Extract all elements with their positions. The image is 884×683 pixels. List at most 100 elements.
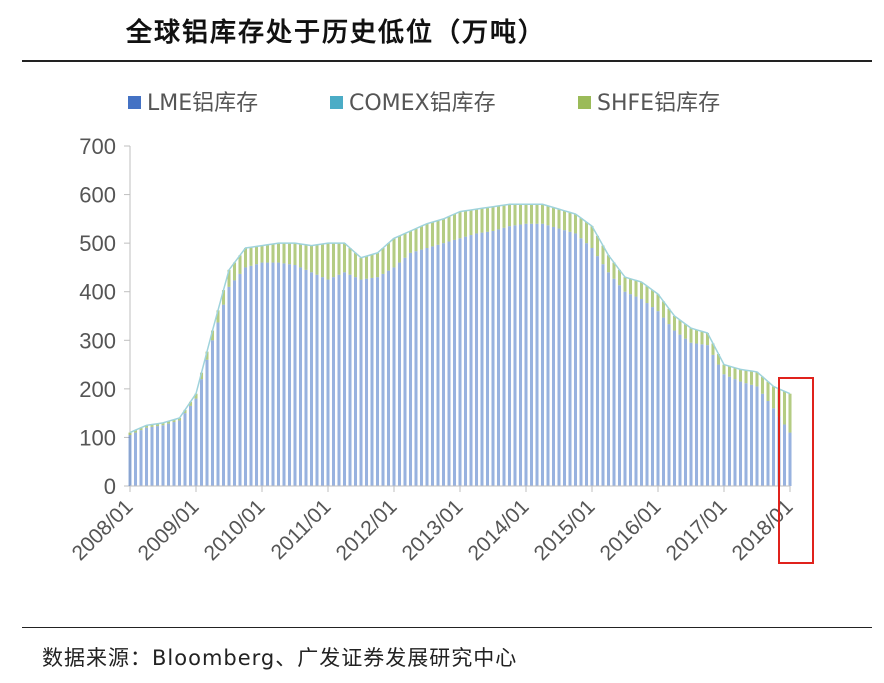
y-axis: 0 100 200 300 400 500 600 700 — [79, 134, 131, 499]
bar-segment — [485, 231, 490, 486]
top-divider — [22, 60, 872, 62]
bar-segment — [782, 391, 787, 425]
chart-svg: LME铝库存 COMEX铝库存 SHFE铝库存 0 100 200 300 400 500 60… — [68, 91, 814, 565]
bar-segment — [661, 301, 666, 318]
bar-segment — [568, 231, 572, 486]
bar-segment — [342, 272, 347, 486]
bar-segment — [546, 205, 550, 226]
bar-segment — [788, 432, 792, 486]
bar-segment — [628, 294, 633, 486]
bar-segment — [320, 277, 325, 486]
bar-segment — [452, 214, 457, 240]
bar-segment — [304, 269, 308, 486]
bar-segment — [452, 239, 457, 486]
bar-segment — [326, 279, 330, 486]
y-tick-label: 100 — [79, 425, 116, 450]
bar-segment — [425, 248, 429, 486]
bar-segment — [518, 204, 523, 225]
bar-segment — [216, 310, 220, 323]
x-tick-label: 2015/01 — [530, 495, 600, 565]
x-tick-label: 2013/01 — [398, 495, 468, 565]
bar-segment — [749, 384, 754, 486]
bar-segment — [243, 267, 248, 486]
x-axis: 2008/012009/012010/012011/012012/012013/… — [68, 485, 798, 565]
bar-segment — [557, 228, 561, 487]
bar-segment — [199, 379, 204, 486]
bar-segment — [458, 238, 462, 486]
bar-segment — [628, 278, 633, 295]
bar-segment — [403, 233, 407, 258]
bar-segment — [744, 383, 748, 486]
bar-segment — [419, 249, 424, 486]
bar-segment — [612, 262, 616, 279]
bar-segment — [667, 308, 671, 325]
bar-segment — [458, 211, 462, 239]
bar-segment — [359, 279, 363, 486]
bar-segment — [590, 248, 594, 486]
bar-segment — [540, 223, 545, 486]
bar-segment — [496, 229, 501, 486]
bar-segment — [326, 243, 330, 280]
bar-segment — [309, 272, 314, 486]
bar-segment — [738, 381, 743, 486]
bar-segment — [293, 243, 297, 265]
bar-segment — [298, 267, 303, 486]
total-outline — [129, 203, 791, 434]
bar-segment — [513, 204, 517, 226]
bar-segment — [408, 252, 413, 486]
bar-segment — [287, 264, 292, 486]
bar-segment — [238, 273, 242, 486]
bar-segment — [254, 264, 259, 486]
bar-segment — [128, 432, 132, 435]
bar-segment — [667, 324, 671, 486]
x-tick-label: 2009/01 — [134, 495, 204, 565]
bar-segment — [507, 226, 512, 486]
bar-segment — [155, 426, 160, 486]
bar-segment — [441, 243, 446, 486]
bar-segment — [265, 262, 270, 486]
bar-segment — [474, 233, 479, 486]
bar-segment — [518, 224, 523, 486]
bar-segment — [551, 226, 556, 486]
x-tick-label: 2012/01 — [332, 495, 402, 565]
bar-segment — [430, 246, 435, 486]
bar-segment — [689, 342, 693, 486]
bar-segment — [194, 393, 198, 399]
bar-segment — [606, 255, 611, 273]
source-label: 数据来源： — [42, 646, 152, 670]
bar-segment — [309, 245, 314, 273]
bar-segment — [353, 252, 358, 278]
bar-segment — [194, 398, 198, 486]
bar-segment — [595, 256, 600, 486]
bar-segment — [249, 265, 253, 486]
bar-segment — [579, 238, 583, 486]
bar-segment — [221, 290, 226, 305]
bar-segment — [276, 243, 281, 263]
bar-segment — [210, 340, 215, 486]
bar-segment — [249, 247, 253, 266]
bar-segment — [760, 376, 765, 394]
bar-segment — [590, 226, 594, 248]
bar-segment — [161, 425, 165, 486]
bar-segment — [441, 218, 446, 244]
bar-segment — [243, 248, 248, 268]
bar-segment — [711, 343, 715, 355]
bar-segment — [645, 303, 649, 486]
x-tick-label: 2011/01 — [267, 495, 336, 564]
bar-segment — [540, 204, 545, 224]
bar-segment — [480, 232, 484, 486]
y-tick-label: 300 — [79, 328, 116, 353]
bar-segment — [656, 311, 660, 486]
bar-segment — [331, 277, 336, 486]
bar-segment — [133, 432, 138, 486]
bar-segment — [183, 413, 187, 486]
bar-segment — [562, 230, 567, 486]
bar-segment — [177, 418, 182, 421]
bar-segment — [254, 246, 259, 265]
bar-segment — [392, 238, 396, 268]
bar-segment — [661, 317, 666, 486]
bar-segment — [650, 307, 655, 486]
bar-segment — [694, 329, 699, 344]
x-tick-label: 2017/01 — [662, 495, 732, 565]
bar-segment — [683, 338, 688, 486]
